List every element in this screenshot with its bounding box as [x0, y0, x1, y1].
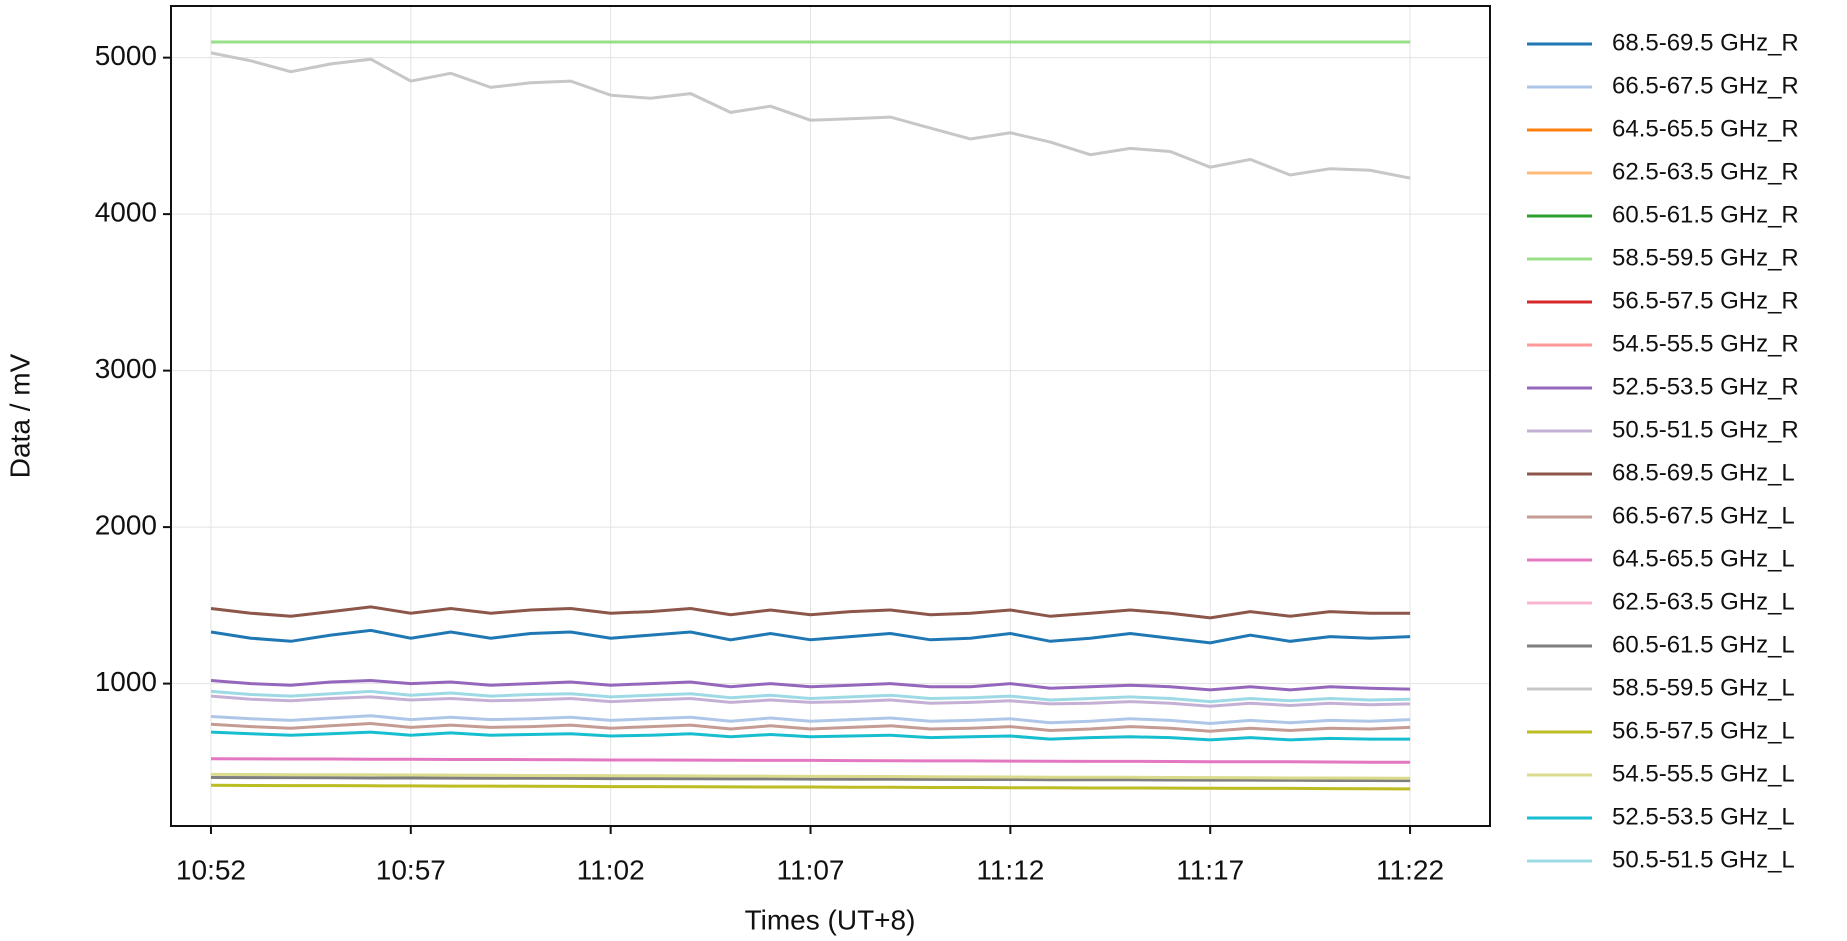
x-tick-label: 11:02: [577, 854, 645, 885]
series-line: [210, 714, 1411, 726]
series-line: [210, 694, 1411, 708]
legend-label: 58.5-59.5 GHz_L: [1612, 674, 1795, 701]
y-axis-label: Data / mV: [4, 353, 35, 478]
series-line: [210, 730, 1411, 742]
x-tick-label: 11:07: [777, 854, 845, 885]
legend-label: 62.5-63.5 GHz_L: [1612, 588, 1795, 615]
y-tick-label: 4000: [95, 197, 157, 228]
series-line: [210, 605, 1411, 620]
y-tick-label: 5000: [95, 40, 157, 71]
legend-label: 56.5-57.5 GHz_L: [1612, 717, 1795, 744]
y-tick-label: 2000: [95, 509, 157, 540]
plot-lines: [210, 40, 1411, 791]
x-tick-label: 11:22: [1376, 854, 1444, 885]
legend-label: 58.5-59.5 GHz_R: [1612, 244, 1799, 271]
legend-label: 62.5-63.5 GHz_R: [1612, 158, 1799, 185]
series-line: [210, 757, 1411, 764]
plot-frame: [170, 5, 1491, 827]
series-line: [210, 783, 1411, 791]
legend-label: 54.5-55.5 GHz_R: [1612, 330, 1799, 357]
legend-label: 52.5-53.5 GHz_R: [1612, 373, 1799, 400]
legend-label: 64.5-65.5 GHz_R: [1612, 115, 1799, 142]
series-line: [210, 721, 1411, 733]
y-tick-label: 1000: [95, 666, 157, 697]
legend-label: 52.5-53.5 GHz_L: [1612, 803, 1795, 830]
series-line: [210, 628, 1411, 645]
legend-label: 50.5-51.5 GHz_L: [1612, 846, 1795, 873]
x-tick-label: 11:17: [1176, 854, 1244, 885]
legend-label: 66.5-67.5 GHz_L: [1612, 502, 1795, 529]
legend-label: 60.5-61.5 GHz_R: [1612, 201, 1799, 228]
series-line: [210, 689, 1411, 704]
x-tick-label: 10:52: [176, 854, 246, 885]
legend-label: 68.5-69.5 GHz_L: [1612, 459, 1795, 486]
x-tick-label: 10:57: [376, 854, 446, 885]
legend-label: 60.5-61.5 GHz_L: [1612, 631, 1795, 658]
legend-label: 68.5-69.5 GHz_R: [1612, 29, 1799, 56]
series-line: [210, 772, 1411, 780]
legend-label: 64.5-65.5 GHz_L: [1612, 545, 1795, 572]
legend-label: 50.5-51.5 GHz_R: [1612, 416, 1799, 443]
legend-label: 66.5-67.5 GHz_R: [1612, 72, 1799, 99]
legend-label: 56.5-57.5 GHz_R: [1612, 287, 1799, 314]
x-axis-label: Times (UT+8): [745, 904, 916, 935]
series-line: [210, 776, 1411, 783]
y-tick-label: 3000: [95, 353, 157, 384]
series-line: [210, 51, 1411, 180]
legend-label: 54.5-55.5 GHz_L: [1612, 760, 1795, 787]
x-tick-label: 11:12: [976, 854, 1044, 885]
grid: [171, 6, 1490, 826]
series-line: [210, 678, 1411, 692]
